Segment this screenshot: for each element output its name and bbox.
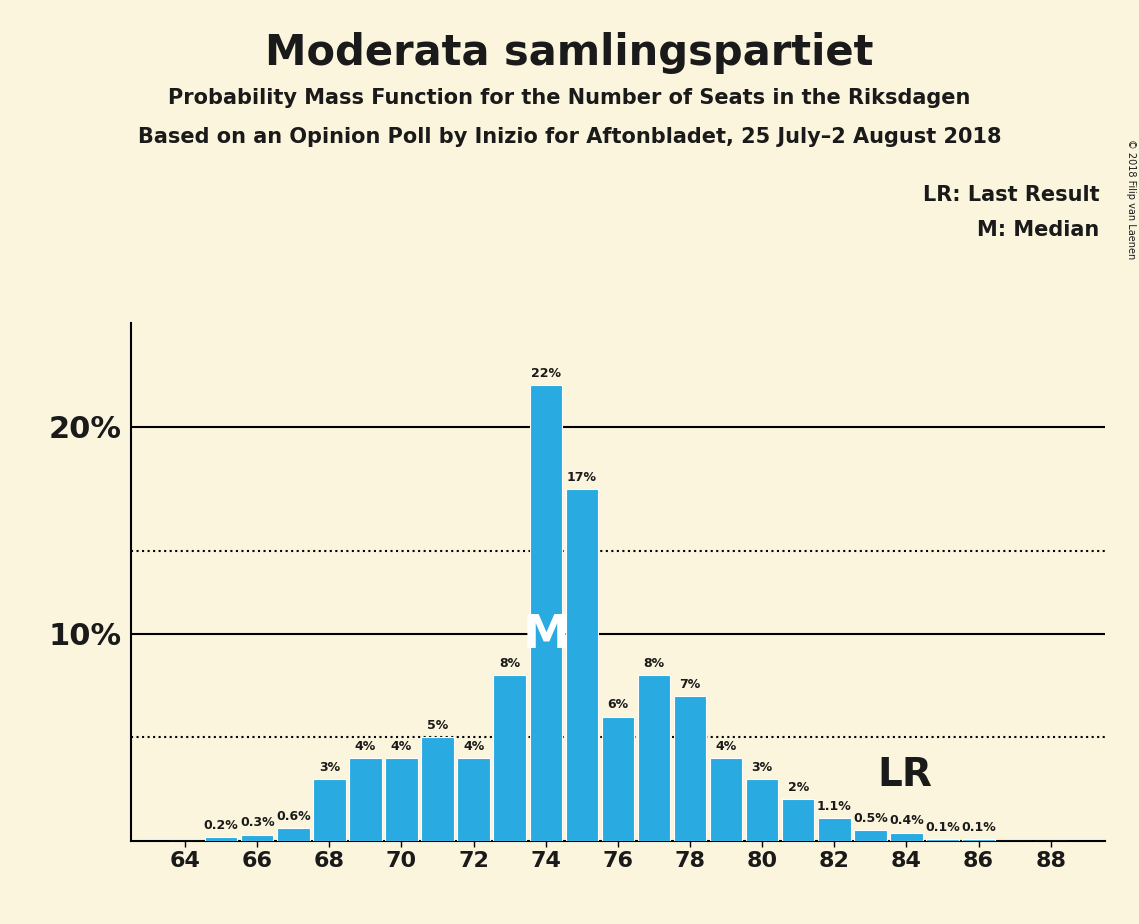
Text: © 2018 Filip van Laenen: © 2018 Filip van Laenen <box>1126 139 1136 259</box>
Text: 0.1%: 0.1% <box>925 821 960 833</box>
Text: 0.2%: 0.2% <box>204 819 238 832</box>
Bar <box>854 831 886 841</box>
Bar <box>638 675 670 841</box>
Text: 2%: 2% <box>788 782 809 795</box>
Text: 3%: 3% <box>319 760 339 773</box>
Text: 0.5%: 0.5% <box>853 812 887 825</box>
Text: 3%: 3% <box>752 760 772 773</box>
Bar <box>530 385 562 841</box>
Text: M: M <box>523 614 570 659</box>
Text: 4%: 4% <box>464 740 484 753</box>
Bar <box>891 833 923 841</box>
Text: 8%: 8% <box>499 657 521 670</box>
Text: 17%: 17% <box>567 471 597 484</box>
Text: 0.1%: 0.1% <box>961 821 995 833</box>
Bar <box>818 818 851 841</box>
Text: 6%: 6% <box>607 699 629 711</box>
Bar <box>566 489 598 841</box>
Bar <box>674 696 706 841</box>
Text: LR: Last Result: LR: Last Result <box>923 185 1099 205</box>
Bar <box>277 829 310 841</box>
Bar <box>385 758 418 841</box>
Text: 5%: 5% <box>427 719 448 732</box>
Text: 4%: 4% <box>355 740 376 753</box>
Bar <box>205 837 237 841</box>
Bar <box>601 717 634 841</box>
Text: 0.4%: 0.4% <box>890 814 924 827</box>
Text: 0.6%: 0.6% <box>276 810 311 823</box>
Bar <box>926 839 959 841</box>
Bar <box>493 675 526 841</box>
Text: 4%: 4% <box>715 740 737 753</box>
Text: M: Median: M: Median <box>977 220 1099 240</box>
Text: 7%: 7% <box>680 678 700 691</box>
Bar <box>313 779 345 841</box>
Text: 0.3%: 0.3% <box>240 817 274 830</box>
Bar <box>458 758 490 841</box>
Text: 22%: 22% <box>531 368 560 381</box>
Text: LR: LR <box>878 756 933 794</box>
Bar <box>421 737 453 841</box>
Bar <box>782 799 814 841</box>
Bar <box>350 758 382 841</box>
Text: 1.1%: 1.1% <box>817 800 852 813</box>
Text: Moderata samlingspartiet: Moderata samlingspartiet <box>265 32 874 74</box>
Bar <box>710 758 743 841</box>
Text: 4%: 4% <box>391 740 412 753</box>
Text: Based on an Opinion Poll by Inizio for Aftonbladet, 25 July–2 August 2018: Based on an Opinion Poll by Inizio for A… <box>138 127 1001 147</box>
Text: Probability Mass Function for the Number of Seats in the Riksdagen: Probability Mass Function for the Number… <box>169 88 970 108</box>
Bar <box>241 834 273 841</box>
Text: 8%: 8% <box>644 657 664 670</box>
Bar <box>746 779 778 841</box>
Bar <box>962 839 994 841</box>
